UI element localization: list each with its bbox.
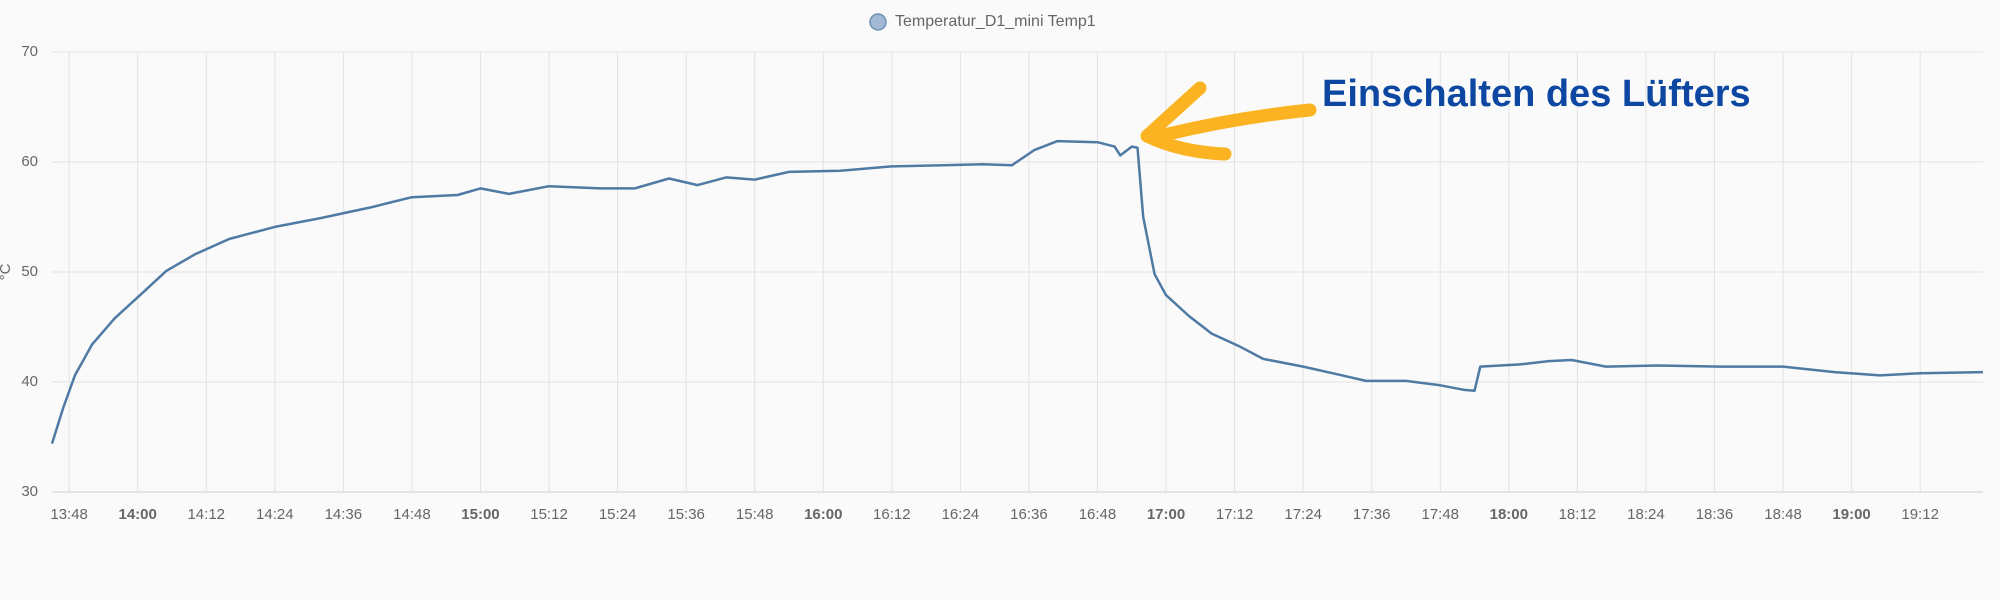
x-tick-label: 15:00 bbox=[461, 506, 499, 523]
x-tick-label: 14:24 bbox=[256, 506, 294, 523]
annotation: Einschalten des Lüfters bbox=[1322, 73, 1751, 115]
x-tick-label: 18:12 bbox=[1559, 506, 1597, 523]
x-tick-label: 17:00 bbox=[1147, 506, 1185, 523]
y-tick-label: 30 bbox=[21, 483, 38, 500]
x-tick-label: 16:24 bbox=[942, 506, 980, 523]
x-tick-label: 19:00 bbox=[1832, 506, 1870, 523]
x-tick-label: 15:36 bbox=[667, 506, 705, 523]
arrow-shaft bbox=[1145, 103, 1317, 145]
x-tick-label: 16:00 bbox=[804, 506, 842, 523]
x-tick-label: 18:48 bbox=[1764, 506, 1802, 523]
x-tick-label: 14:48 bbox=[393, 506, 431, 523]
y-tick-label: 40 bbox=[21, 373, 38, 390]
annotation-arrow bbox=[1140, 81, 1317, 161]
x-tick-label: 15:12 bbox=[530, 506, 568, 523]
x-tick-label: 14:36 bbox=[325, 506, 363, 523]
x-tick-label: 17:12 bbox=[1216, 506, 1254, 523]
y-tick-label: 60 bbox=[21, 153, 38, 170]
x-tick-label: 17:24 bbox=[1284, 506, 1322, 523]
y-tick-label: 70 bbox=[21, 43, 38, 60]
x-tick-label: 18:00 bbox=[1490, 506, 1528, 523]
x-tick-label: 16:12 bbox=[873, 506, 911, 523]
grid bbox=[52, 51, 1983, 493]
x-tick-label: 17:48 bbox=[1421, 506, 1459, 523]
legend-marker[interactable] bbox=[869, 13, 887, 31]
x-tick-label: 18:36 bbox=[1696, 506, 1734, 523]
x-tick-label: 15:48 bbox=[736, 506, 774, 523]
x-tick-label: 14:12 bbox=[187, 506, 225, 523]
legend-label[interactable]: Temperatur_D1_mini Temp1 bbox=[895, 13, 1096, 30]
x-tick-label: 18:24 bbox=[1627, 506, 1665, 523]
x-tick-label: 16:36 bbox=[1010, 506, 1048, 523]
x-tick-label: 17:36 bbox=[1353, 506, 1391, 523]
data-line bbox=[50, 139, 1984, 444]
x-tick-label: 13:48 bbox=[50, 506, 88, 523]
arrow-head bbox=[1140, 81, 1232, 161]
y-axis-label: °C bbox=[0, 263, 14, 280]
y-tick-label: 50 bbox=[21, 263, 38, 280]
x-tick-label: 19:12 bbox=[1901, 506, 1939, 523]
x-tick-label: 16:48 bbox=[1079, 506, 1117, 523]
x-tick-label: 15:24 bbox=[599, 506, 637, 523]
x-tick-label: 14:00 bbox=[119, 506, 157, 523]
